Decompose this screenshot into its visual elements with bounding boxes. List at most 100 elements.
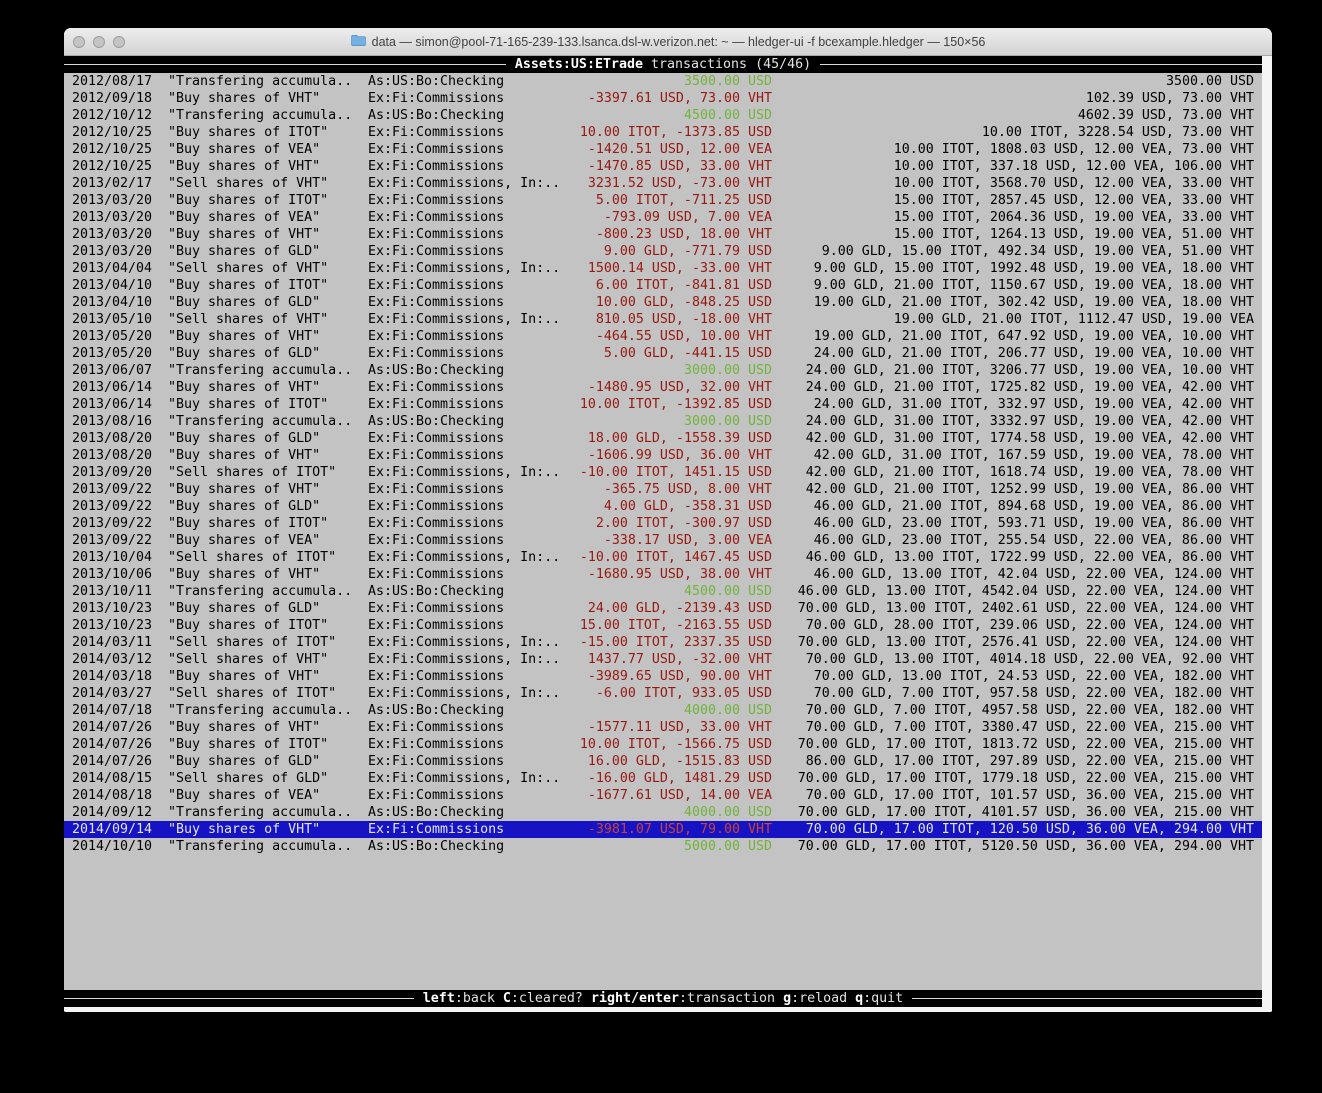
transaction-row[interactable]: 2012/10/25"Buy shares of ITOT"Ex:Fi:Comm… [64, 124, 1262, 141]
tx-amount: 3500.00 USD [568, 73, 772, 90]
transaction-row[interactable]: 2013/06/14"Buy shares of VHT"Ex:Fi:Commi… [64, 379, 1262, 396]
tx-date: 2012/10/25 [72, 158, 152, 175]
tx-description: "Buy shares of ITOT" [168, 396, 368, 413]
transaction-row[interactable]: 2013/09/20"Sell shares of ITOT"Ex:Fi:Com… [64, 464, 1262, 481]
tx-date: 2014/08/18 [72, 787, 152, 804]
transaction-row[interactable]: 2013/05/20"Buy shares of GLD"Ex:Fi:Commi… [64, 345, 1262, 362]
transaction-row[interactable]: 2013/08/20"Buy shares of GLD"Ex:Fi:Commi… [64, 430, 1262, 447]
transaction-row[interactable]: 2014/08/15"Sell shares of GLD"Ex:Fi:Comm… [64, 770, 1262, 787]
transaction-row[interactable]: 2014/08/18"Buy shares of VEA"Ex:Fi:Commi… [64, 787, 1262, 804]
transaction-row[interactable]: 2013/04/10"Buy shares of GLD"Ex:Fi:Commi… [64, 294, 1262, 311]
key-name: right/enter [591, 991, 679, 1006]
transaction-row[interactable]: 2012/09/18"Buy shares of VHT"Ex:Fi:Commi… [64, 90, 1262, 107]
transaction-row[interactable]: 2013/10/23"Buy shares of ITOT"Ex:Fi:Comm… [64, 617, 1262, 634]
tx-other-accounts: Ex:Fi:Commissions [368, 447, 568, 464]
transaction-row[interactable]: 2014/07/26"Buy shares of VHT"Ex:Fi:Commi… [64, 719, 1262, 736]
tx-running-balance: 42.00 GLD, 31.00 ITOT, 1774.58 USD, 19.0… [772, 430, 1254, 447]
transaction-row[interactable]: 2013/03/20"Buy shares of ITOT"Ex:Fi:Comm… [64, 192, 1262, 209]
transaction-row[interactable]: 2014/07/26"Buy shares of GLD"Ex:Fi:Commi… [64, 753, 1262, 770]
transaction-row[interactable]: 2013/10/04"Sell shares of ITOT"Ex:Fi:Com… [64, 549, 1262, 566]
tx-other-accounts: Ex:Fi:Commissions [368, 532, 568, 549]
terminal-window: data — simon@pool-71-165-239-133.lsanca.… [64, 28, 1272, 1012]
tx-running-balance: 15.00 ITOT, 1264.13 USD, 19.00 VEA, 51.0… [772, 226, 1254, 243]
header-separator [643, 56, 651, 73]
transaction-row[interactable]: 2013/05/10"Sell shares of VHT"Ex:Fi:Comm… [64, 311, 1262, 328]
tx-other-accounts: Ex:Fi:Commissions [368, 379, 568, 396]
transaction-row[interactable]: 2014/03/11"Sell shares of ITOT"Ex:Fi:Com… [64, 634, 1262, 651]
transaction-row[interactable]: 2013/06/07"Transfering accumula..As:US:B… [64, 362, 1262, 379]
tx-other-accounts: Ex:Fi:Commissions [368, 226, 568, 243]
transaction-row[interactable]: 2014/03/18"Buy shares of VHT"Ex:Fi:Commi… [64, 668, 1262, 685]
window-titlebar[interactable]: data — simon@pool-71-165-239-133.lsanca.… [64, 28, 1272, 56]
transaction-row[interactable]: 2013/03/20"Buy shares of VHT"Ex:Fi:Commi… [64, 226, 1262, 243]
tx-description: "Transfering accumula.. [168, 702, 368, 719]
tx-gap [152, 413, 168, 430]
transaction-row[interactable]: 2012/10/25"Buy shares of VEA"Ex:Fi:Commi… [64, 141, 1262, 158]
tx-amount: -6.00 ITOT, 933.05 USD [568, 685, 772, 702]
transaction-row[interactable]: 2013/04/10"Buy shares of ITOT"Ex:Fi:Comm… [64, 277, 1262, 294]
tx-running-balance: 102.39 USD, 73.00 VHT [772, 90, 1254, 107]
tx-running-balance: 10.00 ITOT, 337.18 USD, 12.00 VEA, 106.0… [772, 158, 1254, 175]
tx-running-balance: 42.00 GLD, 31.00 ITOT, 167.59 USD, 19.00… [772, 447, 1254, 464]
tx-gap [152, 107, 168, 124]
tx-other-accounts: Ex:Fi:Commissions, In:.. [368, 634, 568, 651]
transaction-row[interactable]: 2012/10/12"Transfering accumula..As:US:B… [64, 107, 1262, 124]
tx-other-accounts: Ex:Fi:Commissions [368, 124, 568, 141]
tx-other-accounts: As:US:Bo:Checking [368, 583, 568, 600]
transaction-row[interactable]: 2014/09/12"Transfering accumula..As:US:B… [64, 804, 1262, 821]
transaction-row[interactable]: 2014/10/10"Transfering accumula..As:US:B… [64, 838, 1262, 855]
tx-other-accounts: Ex:Fi:Commissions, In:.. [368, 311, 568, 328]
tx-date: 2014/03/11 [72, 634, 152, 651]
transaction-row-selected[interactable]: 2014/09/14"Buy shares of VHT"Ex:Fi:Commi… [64, 821, 1262, 838]
tx-date: 2013/09/20 [72, 464, 152, 481]
tx-running-balance: 19.00 GLD, 21.00 ITOT, 647.92 USD, 19.00… [772, 328, 1254, 345]
tx-running-balance: 70.00 GLD, 13.00 ITOT, 24.53 USD, 22.00 … [772, 668, 1254, 685]
transaction-row[interactable]: 2014/07/18"Transfering accumula..As:US:B… [64, 702, 1262, 719]
traffic-lights [73, 36, 125, 48]
transaction-row[interactable]: 2013/10/23"Buy shares of GLD"Ex:Fi:Commi… [64, 600, 1262, 617]
transaction-row[interactable]: 2013/09/22"Buy shares of VHT"Ex:Fi:Commi… [64, 481, 1262, 498]
tx-date: 2014/03/18 [72, 668, 152, 685]
tx-date: 2012/10/12 [72, 107, 152, 124]
tx-other-accounts: As:US:Bo:Checking [368, 838, 568, 855]
transaction-row[interactable]: 2013/09/22"Buy shares of GLD"Ex:Fi:Commi… [64, 498, 1262, 515]
tx-date: 2012/10/25 [72, 141, 152, 158]
tx-description: "Sell shares of ITOT" [168, 464, 368, 481]
transaction-row[interactable]: 2013/02/17"Sell shares of VHT"Ex:Fi:Comm… [64, 175, 1262, 192]
transaction-row[interactable]: 2013/10/11"Transfering accumula..As:US:B… [64, 583, 1262, 600]
tx-date: 2014/03/12 [72, 651, 152, 668]
transaction-row[interactable]: 2012/08/17"Transfering accumula..As:US:B… [64, 73, 1262, 90]
hledger-ui-screen: Assets:US:ETrade transactions (45/46) 20… [64, 56, 1262, 1007]
tx-gap [152, 515, 168, 532]
tx-other-accounts: Ex:Fi:Commissions [368, 566, 568, 583]
tx-date: 2013/05/20 [72, 345, 152, 362]
tx-running-balance: 70.00 GLD, 17.00 ITOT, 4101.57 USD, 36.0… [772, 804, 1254, 821]
transaction-row[interactable]: 2013/08/20"Buy shares of VHT"Ex:Fi:Commi… [64, 447, 1262, 464]
tx-gap [152, 600, 168, 617]
tx-description: "Buy shares of VHT" [168, 481, 368, 498]
minimize-window-icon[interactable] [93, 36, 105, 48]
transaction-row[interactable]: 2014/03/12"Sell shares of VHT"Ex:Fi:Comm… [64, 651, 1262, 668]
transaction-row[interactable]: 2013/04/04"Sell shares of VHT"Ex:Fi:Comm… [64, 260, 1262, 277]
tx-other-accounts: As:US:Bo:Checking [368, 804, 568, 821]
transaction-row[interactable]: 2013/08/16"Transfering accumula..As:US:B… [64, 413, 1262, 430]
transaction-row[interactable]: 2013/10/06"Buy shares of VHT"Ex:Fi:Commi… [64, 566, 1262, 583]
key-hint: C:cleared? [503, 990, 583, 1007]
transaction-row[interactable]: 2014/03/27"Sell shares of ITOT"Ex:Fi:Com… [64, 685, 1262, 702]
close-window-icon[interactable] [73, 36, 85, 48]
transaction-row[interactable]: 2013/03/20"Buy shares of VEA"Ex:Fi:Commi… [64, 209, 1262, 226]
key-hint: g:reload [783, 990, 847, 1007]
tx-description: "Buy shares of ITOT" [168, 192, 368, 209]
zoom-window-icon[interactable] [113, 36, 125, 48]
tx-description: "Buy shares of ITOT" [168, 617, 368, 634]
tx-amount: -1480.95 USD, 32.00 VHT [568, 379, 772, 396]
transaction-row[interactable]: 2013/09/22"Buy shares of VEA"Ex:Fi:Commi… [64, 532, 1262, 549]
transaction-row[interactable]: 2013/09/22"Buy shares of ITOT"Ex:Fi:Comm… [64, 515, 1262, 532]
tx-amount: -1606.99 USD, 36.00 VHT [568, 447, 772, 464]
transaction-row[interactable]: 2012/10/25"Buy shares of VHT"Ex:Fi:Commi… [64, 158, 1262, 175]
transaction-row[interactable]: 2013/05/20"Buy shares of VHT"Ex:Fi:Commi… [64, 328, 1262, 345]
transaction-row[interactable]: 2013/03/20"Buy shares of GLD"Ex:Fi:Commi… [64, 243, 1262, 260]
tx-other-accounts: Ex:Fi:Commissions [368, 753, 568, 770]
transaction-row[interactable]: 2013/06/14"Buy shares of ITOT"Ex:Fi:Comm… [64, 396, 1262, 413]
transaction-row[interactable]: 2014/07/26"Buy shares of ITOT"Ex:Fi:Comm… [64, 736, 1262, 753]
